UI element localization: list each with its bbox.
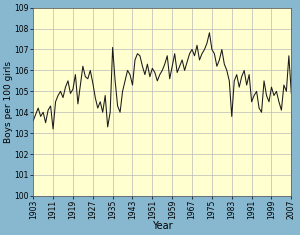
X-axis label: Year: Year: [152, 221, 172, 231]
Y-axis label: Boys per 100 girls: Boys per 100 girls: [4, 61, 13, 143]
